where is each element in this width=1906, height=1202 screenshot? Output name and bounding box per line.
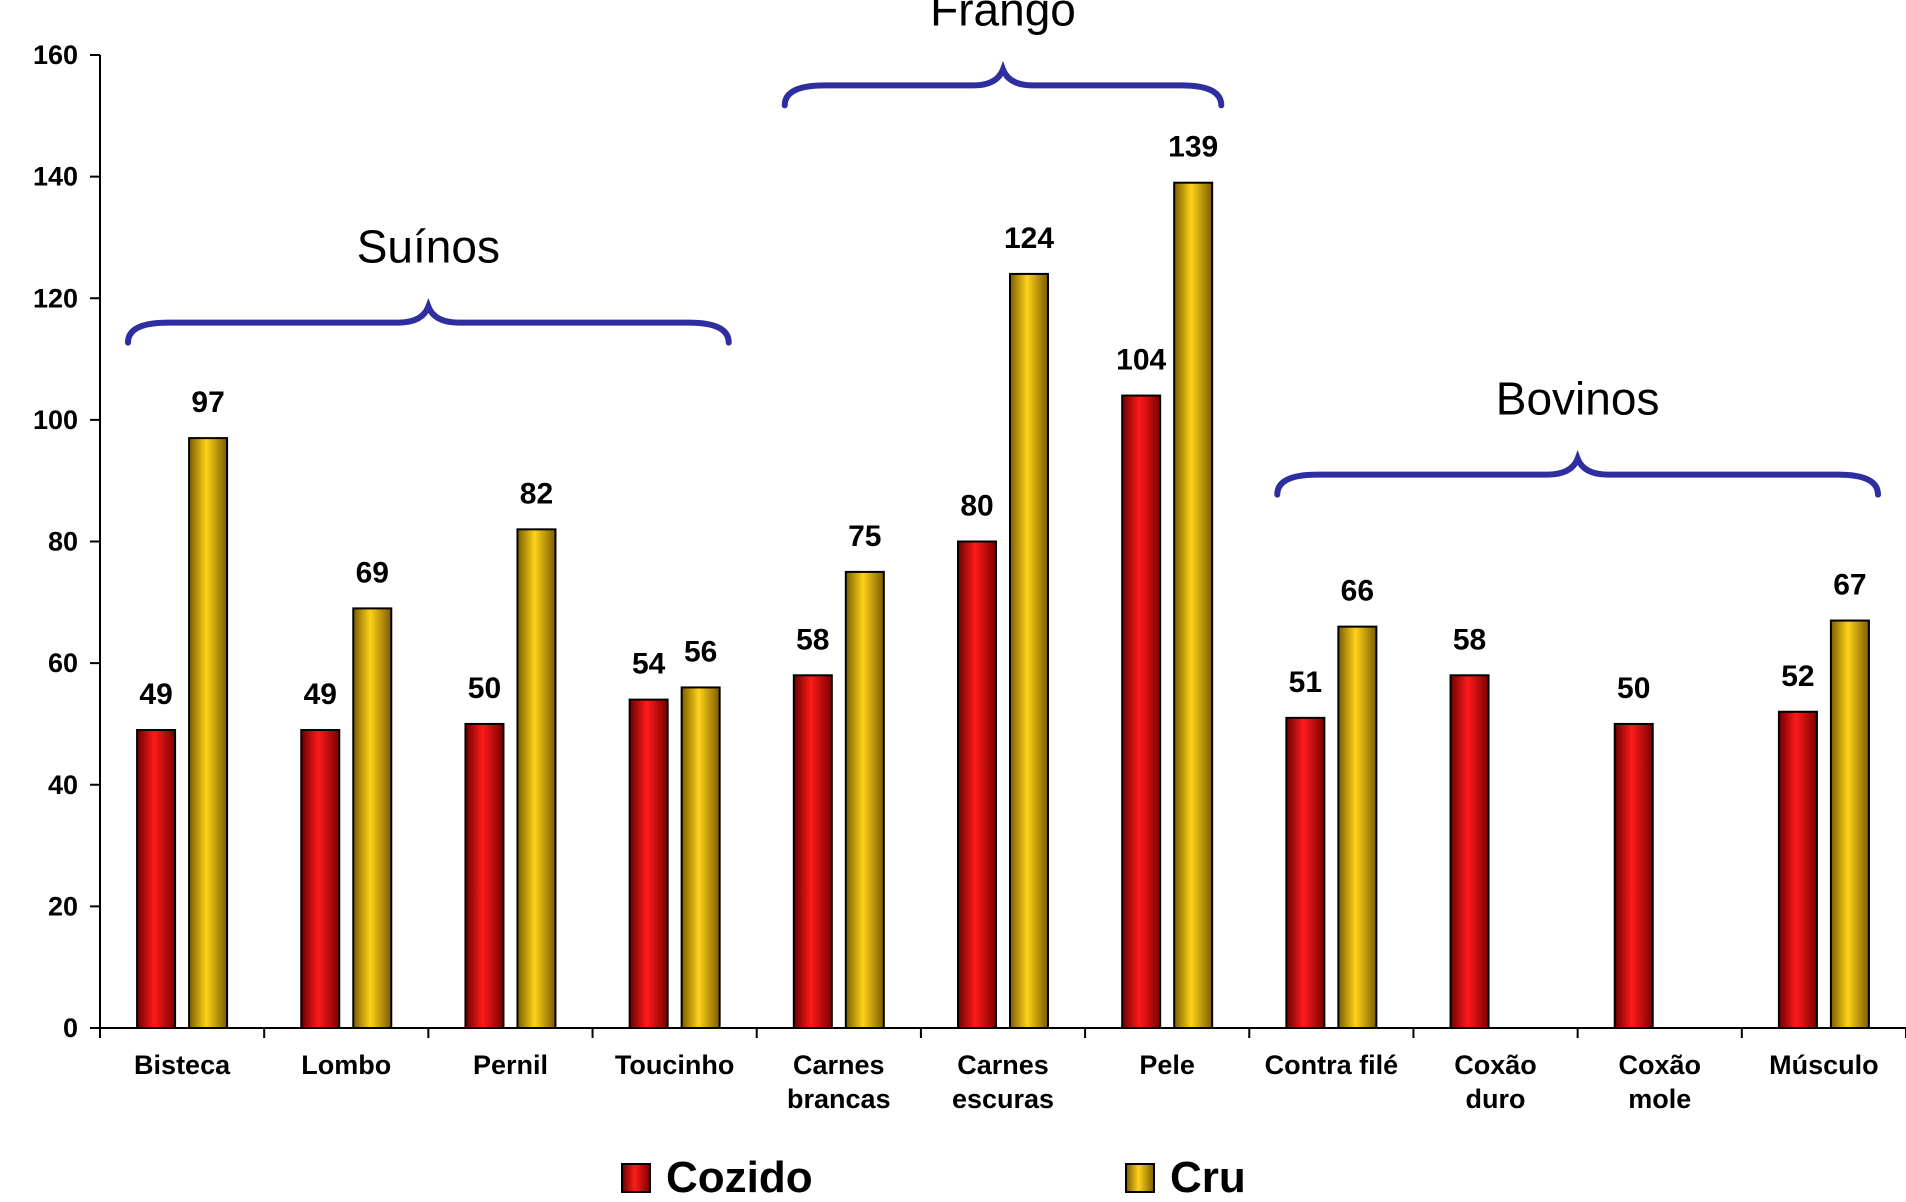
data-label: 69 <box>356 556 389 589</box>
x-tick-label: Pernil <box>473 1050 548 1080</box>
y-tick-label: 0 <box>63 1013 78 1043</box>
bar-cru <box>1173 181 1214 1030</box>
y-tick-label: 80 <box>48 527 78 557</box>
data-label: 75 <box>848 520 881 553</box>
group-brace <box>1274 450 1881 498</box>
axes: 0 20 40 60 80 100 120 140 160 Bisteca Lombo Pernil T… <box>33 40 1906 1114</box>
group-brace <box>781 60 1225 109</box>
x-tick-label: Coxão mole <box>1618 1050 1701 1114</box>
x-tick-label: Pele <box>1139 1050 1195 1080</box>
bar-cozido <box>1121 394 1162 1029</box>
bar-cru <box>516 528 557 1030</box>
bars <box>136 181 1870 1030</box>
bar-cozido <box>1777 710 1818 1030</box>
data-label: 58 <box>1453 623 1486 656</box>
y-tick-label: 40 <box>48 770 78 800</box>
data-labels: 49 97 49 69 50 82 54 56 58 75 80 124 104 139 51 66 58 50 5… <box>139 131 1866 711</box>
legend-swatch-cru <box>1125 1163 1155 1193</box>
x-tick-label: Coxão duro <box>1454 1050 1537 1114</box>
data-label: 104 <box>1116 344 1166 377</box>
bar-cru <box>352 607 393 1029</box>
bar-cru <box>680 686 721 1029</box>
data-label: 49 <box>139 678 172 711</box>
x-tick-label: Carnes brancas <box>787 1050 891 1114</box>
bar-cozido <box>1449 674 1490 1029</box>
bar-cru <box>844 570 885 1029</box>
group-label: Frango <box>930 0 1076 35</box>
x-tick-label: Músculo <box>1769 1050 1879 1080</box>
y-tick-label: 60 <box>48 648 78 678</box>
legend: Cozido Cru <box>621 1153 1246 1202</box>
group-braces: Suínos Frango Bovinos <box>125 0 1881 498</box>
data-label: 82 <box>520 477 553 510</box>
legend-label: Cozido <box>666 1153 813 1202</box>
data-label: 58 <box>796 623 829 656</box>
y-tick-label: 160 <box>33 40 78 70</box>
bar-cozido <box>1285 716 1326 1029</box>
x-tick-label: Lombo <box>301 1050 391 1080</box>
bar-cozido <box>1613 722 1654 1029</box>
x-tick-label: Contra filé <box>1265 1050 1399 1080</box>
bar-cru <box>1829 619 1870 1030</box>
bar-cozido <box>464 722 505 1029</box>
data-label: 56 <box>684 635 717 668</box>
group-label: Suínos <box>357 221 500 273</box>
y-tick-label: 100 <box>33 405 78 435</box>
data-label: 54 <box>632 648 666 681</box>
bar-cru <box>1009 272 1049 1029</box>
data-label: 50 <box>1617 672 1650 705</box>
data-label: 139 <box>1168 131 1218 164</box>
bar-cozido <box>628 698 669 1029</box>
legend-label: Cru <box>1170 1153 1246 1202</box>
bar-cozido <box>957 540 997 1029</box>
bar-cozido <box>792 674 833 1029</box>
data-label: 66 <box>1341 575 1374 608</box>
data-label: 52 <box>1781 660 1814 693</box>
data-label: 49 <box>304 678 337 711</box>
legend-swatch-cozido <box>621 1163 651 1193</box>
group-label: Bovinos <box>1496 373 1660 425</box>
data-label: 67 <box>1833 569 1866 602</box>
y-tick-label: 120 <box>33 283 78 313</box>
bar-cru <box>1337 625 1378 1029</box>
data-label: 97 <box>191 386 224 419</box>
x-tick-label: Carnes escuras <box>952 1050 1054 1114</box>
bar-cozido <box>136 729 177 1029</box>
data-label: 80 <box>960 490 993 523</box>
bar-cozido <box>300 729 341 1029</box>
x-tick-label: Toucinho <box>615 1050 734 1080</box>
data-label: 124 <box>1004 222 1054 255</box>
y-tick-label: 20 <box>48 891 78 921</box>
data-label: 50 <box>468 672 501 705</box>
bar-cru <box>188 437 229 1029</box>
x-tick-label: Bisteca <box>134 1050 231 1080</box>
y-tick-label: 140 <box>33 162 78 192</box>
data-label: 51 <box>1289 666 1322 699</box>
group-brace <box>125 298 732 346</box>
